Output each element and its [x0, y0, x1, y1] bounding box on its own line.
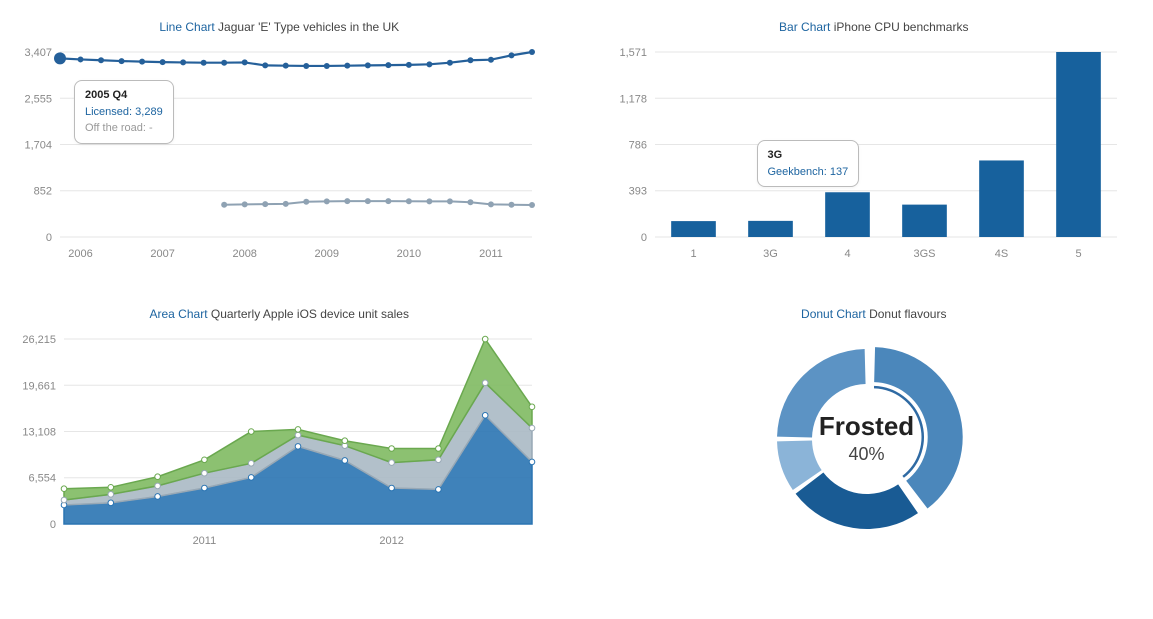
bar-chart-title-link[interactable]: Bar Chart [779, 20, 830, 34]
area-chart-svg[interactable]: 0 6,554 13,108 19,661 26,215 2011 2012 [12, 329, 542, 554]
line-chart-title: Line Chart Jaguar 'E' Type vehicles in t… [12, 20, 547, 34]
line-chart-svg[interactable]: 0 852 1,704 2,555 3,407 2006 2007 2008 2009 2010 2… [12, 42, 542, 267]
bar-tooltip-series1: Geekbench: 137 [768, 164, 849, 181]
bar-chart-title-text: iPhone CPU benchmarks [834, 20, 969, 34]
svg-text:0: 0 [50, 519, 56, 531]
svg-text:5: 5 [1075, 248, 1081, 260]
svg-text:19,661: 19,661 [22, 380, 56, 392]
svg-text:1,178: 1,178 [619, 93, 647, 105]
bar-tooltip-title: 3G [768, 147, 849, 164]
donut-chart-title-text: Donut flavours [869, 307, 946, 321]
svg-text:1,704: 1,704 [24, 139, 52, 151]
area-chart-panel: Area Chart Quarterly Apple iOS device un… [12, 307, 547, 554]
svg-text:3,407: 3,407 [24, 47, 52, 59]
svg-text:3G: 3G [763, 248, 778, 260]
line-chart-tooltip: 2005 Q4 Licensed: 3,289 Off the road: - [74, 80, 174, 144]
svg-text:0: 0 [640, 232, 646, 244]
svg-text:26,215: 26,215 [22, 334, 56, 346]
svg-text:2,555: 2,555 [24, 93, 52, 105]
bar-chart-title: Bar Chart iPhone CPU benchmarks [607, 20, 1142, 34]
donut-chart-title-link[interactable]: Donut Chart [801, 307, 866, 321]
bar-chart-tooltip: 3G Geekbench: 137 [757, 140, 860, 187]
bar-chart-panel: Bar Chart iPhone CPU benchmarks 0 393 786 1… [607, 20, 1142, 267]
svg-text:2009: 2009 [315, 248, 339, 260]
donut-chart-title: Donut Chart Donut flavours [607, 307, 1142, 321]
svg-text:2008: 2008 [232, 248, 256, 260]
donut-chart-svg[interactable] [607, 329, 1127, 539]
area-chart-title-text: Quarterly Apple iOS device unit sales [211, 307, 409, 321]
svg-text:393: 393 [628, 186, 646, 198]
svg-text:2012: 2012 [379, 535, 403, 547]
svg-text:3GS: 3GS [913, 248, 935, 260]
svg-text:852: 852 [34, 186, 52, 198]
svg-text:4: 4 [844, 248, 850, 260]
bar-chart-svg[interactable]: 0 393 786 1,178 1,571 1 3G 4 3GS 4S 5 [607, 42, 1127, 267]
svg-text:2011: 2011 [479, 248, 503, 260]
area-chart-title: Area Chart Quarterly Apple iOS device un… [12, 307, 547, 321]
line-chart-panel: Line Chart Jaguar 'E' Type vehicles in t… [12, 20, 547, 267]
line-tooltip-title: 2005 Q4 [85, 87, 163, 104]
line-tooltip-series1: Licensed: 3,289 [85, 104, 163, 121]
svg-text:2010: 2010 [397, 248, 421, 260]
svg-text:1,571: 1,571 [619, 47, 647, 59]
line-tooltip-series2: Off the road: - [85, 120, 163, 137]
svg-text:2011: 2011 [193, 535, 217, 547]
svg-text:4S: 4S [994, 248, 1007, 260]
line-chart-title-text: Jaguar 'E' Type vehicles in the UK [218, 20, 399, 34]
line-chart-title-link[interactable]: Line Chart [159, 20, 214, 34]
donut-chart-panel: Donut Chart Donut flavours Frosted 40% [607, 307, 1142, 554]
svg-text:786: 786 [628, 139, 646, 151]
svg-text:2007: 2007 [150, 248, 174, 260]
svg-text:13,108: 13,108 [22, 426, 56, 438]
svg-text:0: 0 [46, 232, 52, 244]
svg-text:1: 1 [690, 248, 696, 260]
svg-text:6,554: 6,554 [28, 473, 56, 485]
area-chart-title-link[interactable]: Area Chart [150, 307, 208, 321]
svg-text:2006: 2006 [68, 248, 92, 260]
